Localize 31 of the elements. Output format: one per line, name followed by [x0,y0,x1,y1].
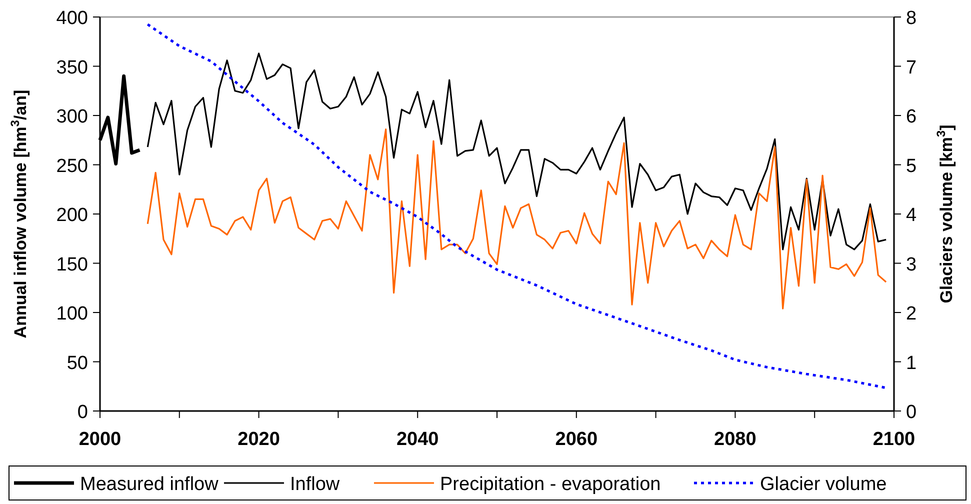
x-tick-label: 2020 [238,429,280,450]
y-tick-label: 0 [77,402,88,423]
y-tick-label: 300 [56,106,88,128]
line-series [146,52,887,250]
y-tick-label: 100 [56,304,88,324]
y2-tick-label: 0 [906,402,917,423]
legend-label: Precipitation - evaporation [440,474,661,495]
y2-tick-label: 6 [906,106,917,128]
legend-label: Measured inflow [80,474,219,495]
x-tick-label: 2080 [714,429,756,450]
y-tick-label: 400 [56,8,88,29]
y2-tick-label: 1 [906,352,917,374]
y-tick-label: 150 [56,254,88,276]
y2-tick-label: 5 [906,156,917,177]
y2-tick-label: 7 [906,57,917,78]
y-tick-label: 250 [56,156,88,177]
y2-tick-label: 8 [906,8,917,29]
y-tick-label: 350 [56,57,88,78]
x-tick-label: 2000 [78,429,122,450]
x-tick-label: 2060 [555,429,598,450]
y-tick-label: 50 [66,352,88,374]
legend-label: Inflow [290,474,340,495]
legend-label: Glacier volume [760,474,887,495]
y2-tick-label: 4 [906,205,917,226]
line-series [146,128,887,310]
y2-tick-label: 2 [906,304,917,324]
x-tick-label: 2100 [872,429,916,450]
line-series [146,23,888,390]
x-tick-label: 2040 [396,429,439,450]
y-tick-label: 200 [56,205,88,226]
y2-tick-label: 3 [906,254,917,276]
